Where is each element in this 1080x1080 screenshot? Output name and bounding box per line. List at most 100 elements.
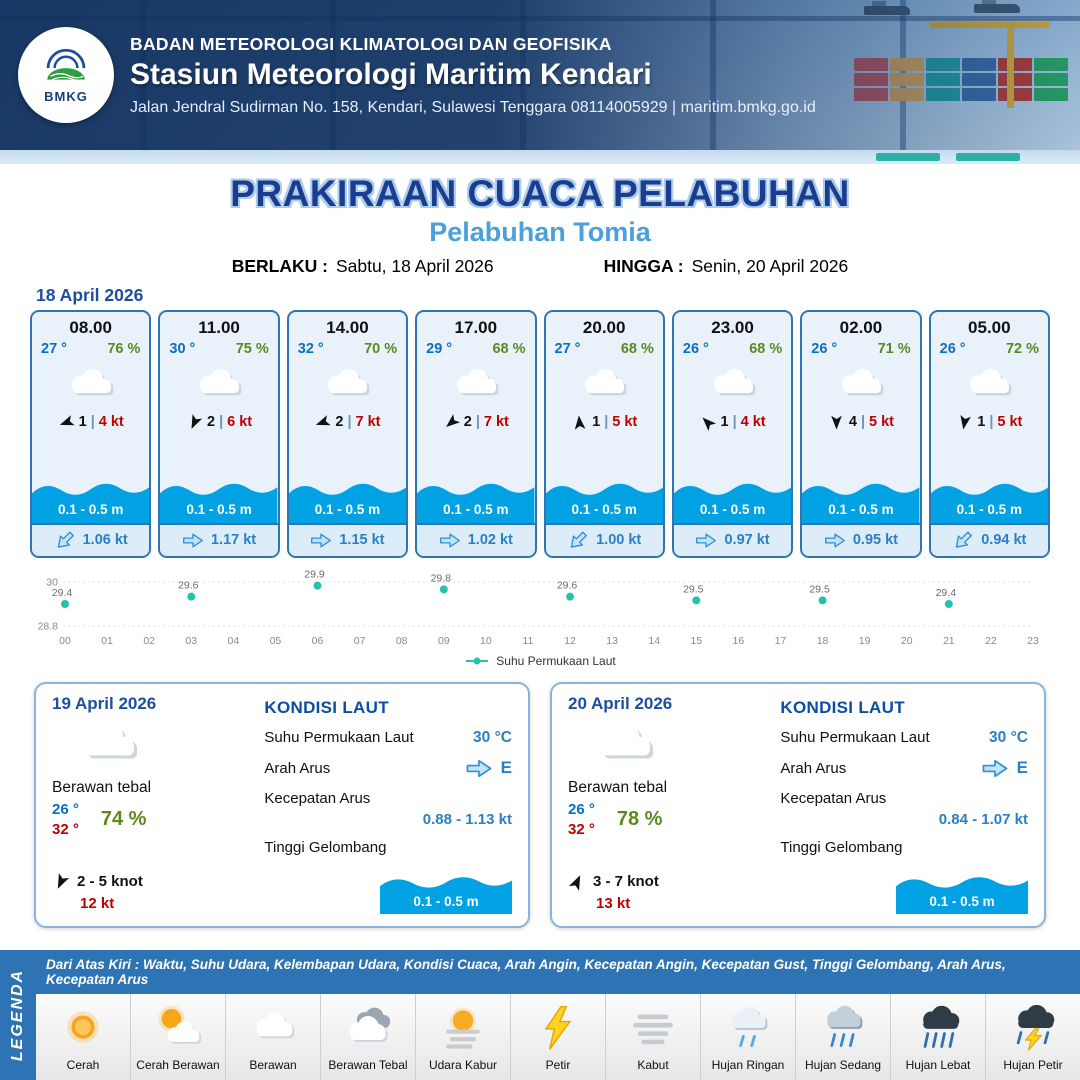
legend-item-label: Hujan Ringan (711, 1058, 785, 1072)
bmkg-logo: BMKG (18, 27, 114, 123)
wind-direction-icon (565, 870, 589, 894)
wave-height-value: 0.1 - 0.5 m (186, 501, 252, 517)
sst-value: 30 °C (473, 728, 512, 746)
cloud-icon (160, 364, 277, 406)
wave-height-band: 0.1 - 0.5 m (930, 476, 1048, 523)
sun-icon (67, 1011, 99, 1043)
wave-height-value: 0.1 - 0.5 m (413, 893, 479, 909)
legend-item-label: Hujan Petir (1003, 1058, 1063, 1072)
page-title: PRAKIRAAN CUACA PELABUHAN (230, 173, 850, 214)
hourly-forecast-row: 08.00 27 ° 76 % 1 | 4 kt 0.1 - 0.5 m 1.06 k… (0, 309, 1080, 558)
wind-direction-icon (55, 411, 77, 433)
svg-text:21: 21 (943, 635, 955, 647)
station-name: Stasiun Meteorologi Maritim Kendari (130, 57, 652, 91)
wave-height-value: 0.1 - 0.5 m (828, 501, 894, 517)
hingga-label: HINGGA : (603, 255, 684, 276)
wind-speed: 4 kt (98, 414, 124, 431)
condition-label: Berawan tebal (52, 778, 152, 796)
thunderstorm-icon (1016, 1004, 1055, 1051)
wave-height-value: 0.1 - 0.5 m (929, 893, 995, 909)
wind-speed: 4 kt (740, 414, 766, 431)
svg-text:08: 08 (396, 635, 408, 647)
current-row: 0.95 kt (802, 522, 920, 556)
cloud-icon (66, 718, 254, 777)
legend-item-label: Hujan Sedang (804, 1058, 882, 1072)
legend-item-hujan-petir: Hujan Petir (985, 994, 1080, 1080)
legend-item-petir: Petir (510, 994, 605, 1080)
legend-item-kabut: Kabut (605, 994, 700, 1080)
temperature: 27 ° (554, 340, 581, 357)
humidity: 70 % (364, 340, 398, 357)
legend-item-hujan-sedang: Hujan Sedang (795, 994, 890, 1080)
bmkg-logo-icon (46, 48, 86, 81)
legend-item-label: Petir (545, 1058, 571, 1072)
header-bottom-strip (0, 150, 1080, 164)
cloud-icon (674, 364, 791, 406)
svg-text:03: 03 (185, 635, 197, 647)
wind-speed: 5 kt (869, 414, 894, 431)
wave-height-band: 0.1 - 0.5 m (288, 476, 407, 523)
svg-text:22: 22 (985, 635, 997, 647)
humidity: 74 % (100, 807, 147, 830)
wind-direction-icon (955, 412, 975, 432)
hourly-card-0200: 02.00 26 ° 71 % 4 | 5 kt 0.1 - 0.5 m 0.95 k… (800, 309, 922, 558)
daily-card-19: 19 April 2026 Berawan tebal 26 ° 32 ° 74 … (34, 681, 530, 928)
svg-text:29.9: 29.9 (304, 568, 325, 580)
svg-text:13: 13 (606, 635, 618, 647)
humidity: 76 % (107, 340, 141, 357)
sst-legend-icon (466, 657, 489, 665)
current-direction-icon (182, 532, 204, 549)
svg-text:09: 09 (438, 635, 450, 647)
wind-gust-value: 1 (977, 414, 986, 431)
sst-legend-label: Suhu Permukaan Laut (496, 653, 616, 668)
wave-height-band: 0.1 - 0.5 m (673, 476, 792, 523)
current-dir-label: Arah Arus (264, 759, 331, 777)
svg-text:29.5: 29.5 (683, 583, 704, 595)
hourly-card-0800: 08.00 27 ° 76 % 1 | 4 kt 0.1 - 0.5 m 1.06 k… (30, 309, 152, 558)
current-row: 1.15 kt (288, 522, 407, 556)
cloud-icon (582, 718, 770, 777)
chart-legend: Suhu Permukaan Laut (33, 654, 1047, 668)
temperature: 29 ° (426, 340, 453, 357)
svg-text:05: 05 (270, 635, 282, 647)
humidity: 71 % (877, 340, 911, 357)
svg-text:23: 23 (1027, 635, 1039, 647)
current-direction: E (1016, 758, 1028, 778)
hourly-card-0500: 05.00 26 ° 72 % 1 | 5 kt 0.1 - 0.5 m 0.94 k… (928, 309, 1050, 558)
wind-gust-value: 2 (463, 414, 472, 431)
sea-conditions-title: KONDISI LAUT (264, 697, 389, 717)
condition-label: Berawan tebal (568, 778, 668, 796)
lightning-icon (544, 1006, 572, 1050)
sst-value: 30 °C (989, 728, 1028, 746)
svg-text:29.6: 29.6 (178, 579, 199, 591)
temperature: 26 ° (682, 340, 709, 357)
svg-text:28.8: 28.8 (38, 620, 59, 632)
current-direction-icon (439, 532, 461, 549)
hourly-card-2000: 20.00 27 ° 68 % 1 | 5 kt 0.1 - 0.5 m 1.00 k… (543, 309, 665, 558)
agency-name: BADAN METEOROLOGI KLIMATOLOGI DAN GEOFIS… (130, 33, 612, 54)
svg-text:17: 17 (775, 635, 787, 647)
svg-text:14: 14 (648, 635, 660, 647)
wave-height-value: 0.1 - 0.5 m (314, 501, 381, 517)
humidity: 68 % (492, 340, 526, 357)
current-direction: E (500, 758, 512, 778)
wave-height-value: 0.1 - 0.5 m (699, 501, 766, 517)
svg-text:12: 12 (564, 635, 576, 647)
haze-icon (446, 1007, 480, 1049)
legend-band: LEGENDA Dari Atas Kiri : Waktu, Suhu Uda… (0, 950, 1080, 1080)
legend-item-label: Udara Kabur (428, 1058, 498, 1072)
current-speed: 1.02 kt (467, 532, 513, 549)
wind-range: 3 - 7 knot (593, 873, 659, 891)
wind-speed: 6 kt (227, 414, 253, 431)
legend-item-cerah: Cerah (36, 994, 130, 1080)
svg-text:02: 02 (143, 635, 155, 647)
svg-text:18: 18 (817, 635, 829, 647)
legend-item-cerah-berawan: Cerah Berawan (130, 994, 225, 1080)
wind-gust-value: 1 (78, 414, 87, 431)
current-direction-icon (310, 532, 332, 549)
header-overlay (0, 0, 1080, 150)
gust-speed: 12 kt (80, 894, 115, 912)
time-label: 11.00 (198, 317, 240, 337)
cloud-icon (32, 364, 149, 406)
wave-height-band: 0.1 - 0.5 m (896, 870, 1028, 914)
